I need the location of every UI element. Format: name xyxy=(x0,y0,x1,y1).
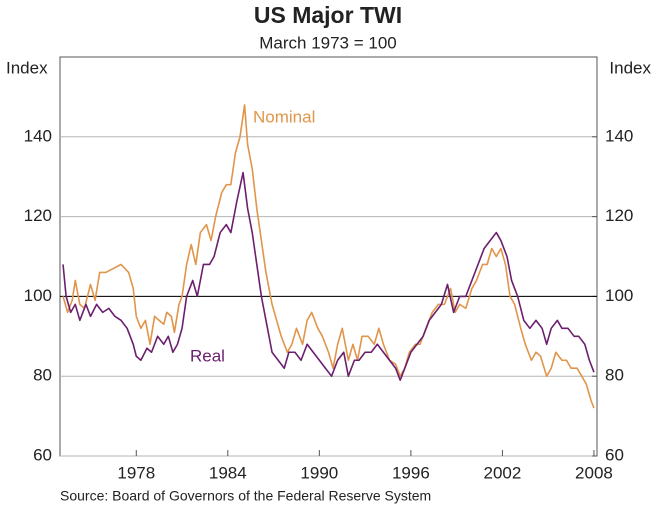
x-tick-label: 1990 xyxy=(300,463,338,482)
chart-title: US Major TWI xyxy=(254,2,402,28)
y2-tick-label: 100 xyxy=(605,286,633,305)
series-line xyxy=(62,104,595,409)
plot-area xyxy=(59,56,598,457)
y2-tick-label: 140 xyxy=(605,126,633,145)
x-tick-label: 1978 xyxy=(117,463,155,482)
y2-axis-label: Index xyxy=(609,58,651,77)
y2-tick-label: 60 xyxy=(605,445,624,464)
source-note: Source: Board of Governors of the Federa… xyxy=(60,488,431,504)
y-tick-label: 60 xyxy=(33,445,52,464)
chart-subtitle: March 1973 = 100 xyxy=(259,33,397,52)
x-tick-label: 2002 xyxy=(484,463,522,482)
y-tick-label: 100 xyxy=(24,286,52,305)
y-tick-label: 80 xyxy=(33,366,52,385)
y-axis-label: Index xyxy=(6,58,48,77)
series-line xyxy=(62,171,595,381)
series-label: Nominal xyxy=(253,107,315,126)
y-tick-label: 120 xyxy=(24,206,52,225)
y2-tick-label: 80 xyxy=(605,366,624,385)
y-tick-label: 140 xyxy=(24,126,52,145)
x-tick-label: 2008 xyxy=(575,463,613,482)
series-label: Real xyxy=(190,346,225,365)
y2-tick-label: 120 xyxy=(605,206,633,225)
x-tick-label: 1996 xyxy=(392,463,430,482)
x-tick-label: 1984 xyxy=(209,463,247,482)
